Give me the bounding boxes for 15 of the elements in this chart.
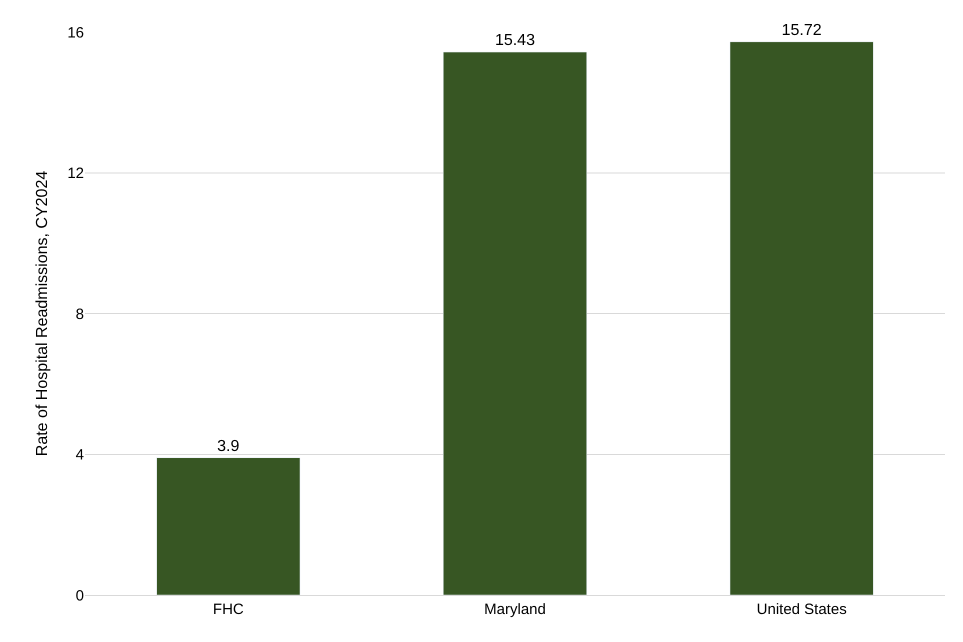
bar: [730, 42, 874, 595]
x-tick-label: FHC: [212, 601, 244, 618]
y-axis-title: Rate of Hospital Readmissions, CY2024: [34, 170, 52, 456]
data-label: 3.9: [217, 438, 240, 455]
y-tick-label: 16: [67, 24, 84, 42]
x-tick-label: United States: [756, 601, 847, 618]
y-tick-label: 8: [76, 306, 84, 323]
y-tick-label: 4: [76, 446, 84, 464]
y-tick-label: 12: [67, 165, 84, 182]
x-tick-label: Maryland: [484, 601, 546, 618]
bar: [443, 52, 587, 595]
bar: [156, 458, 300, 595]
data-label: 15.72: [782, 22, 822, 39]
y-tick-label: 0: [76, 587, 84, 604]
data-label: 15.43: [494, 32, 536, 50]
